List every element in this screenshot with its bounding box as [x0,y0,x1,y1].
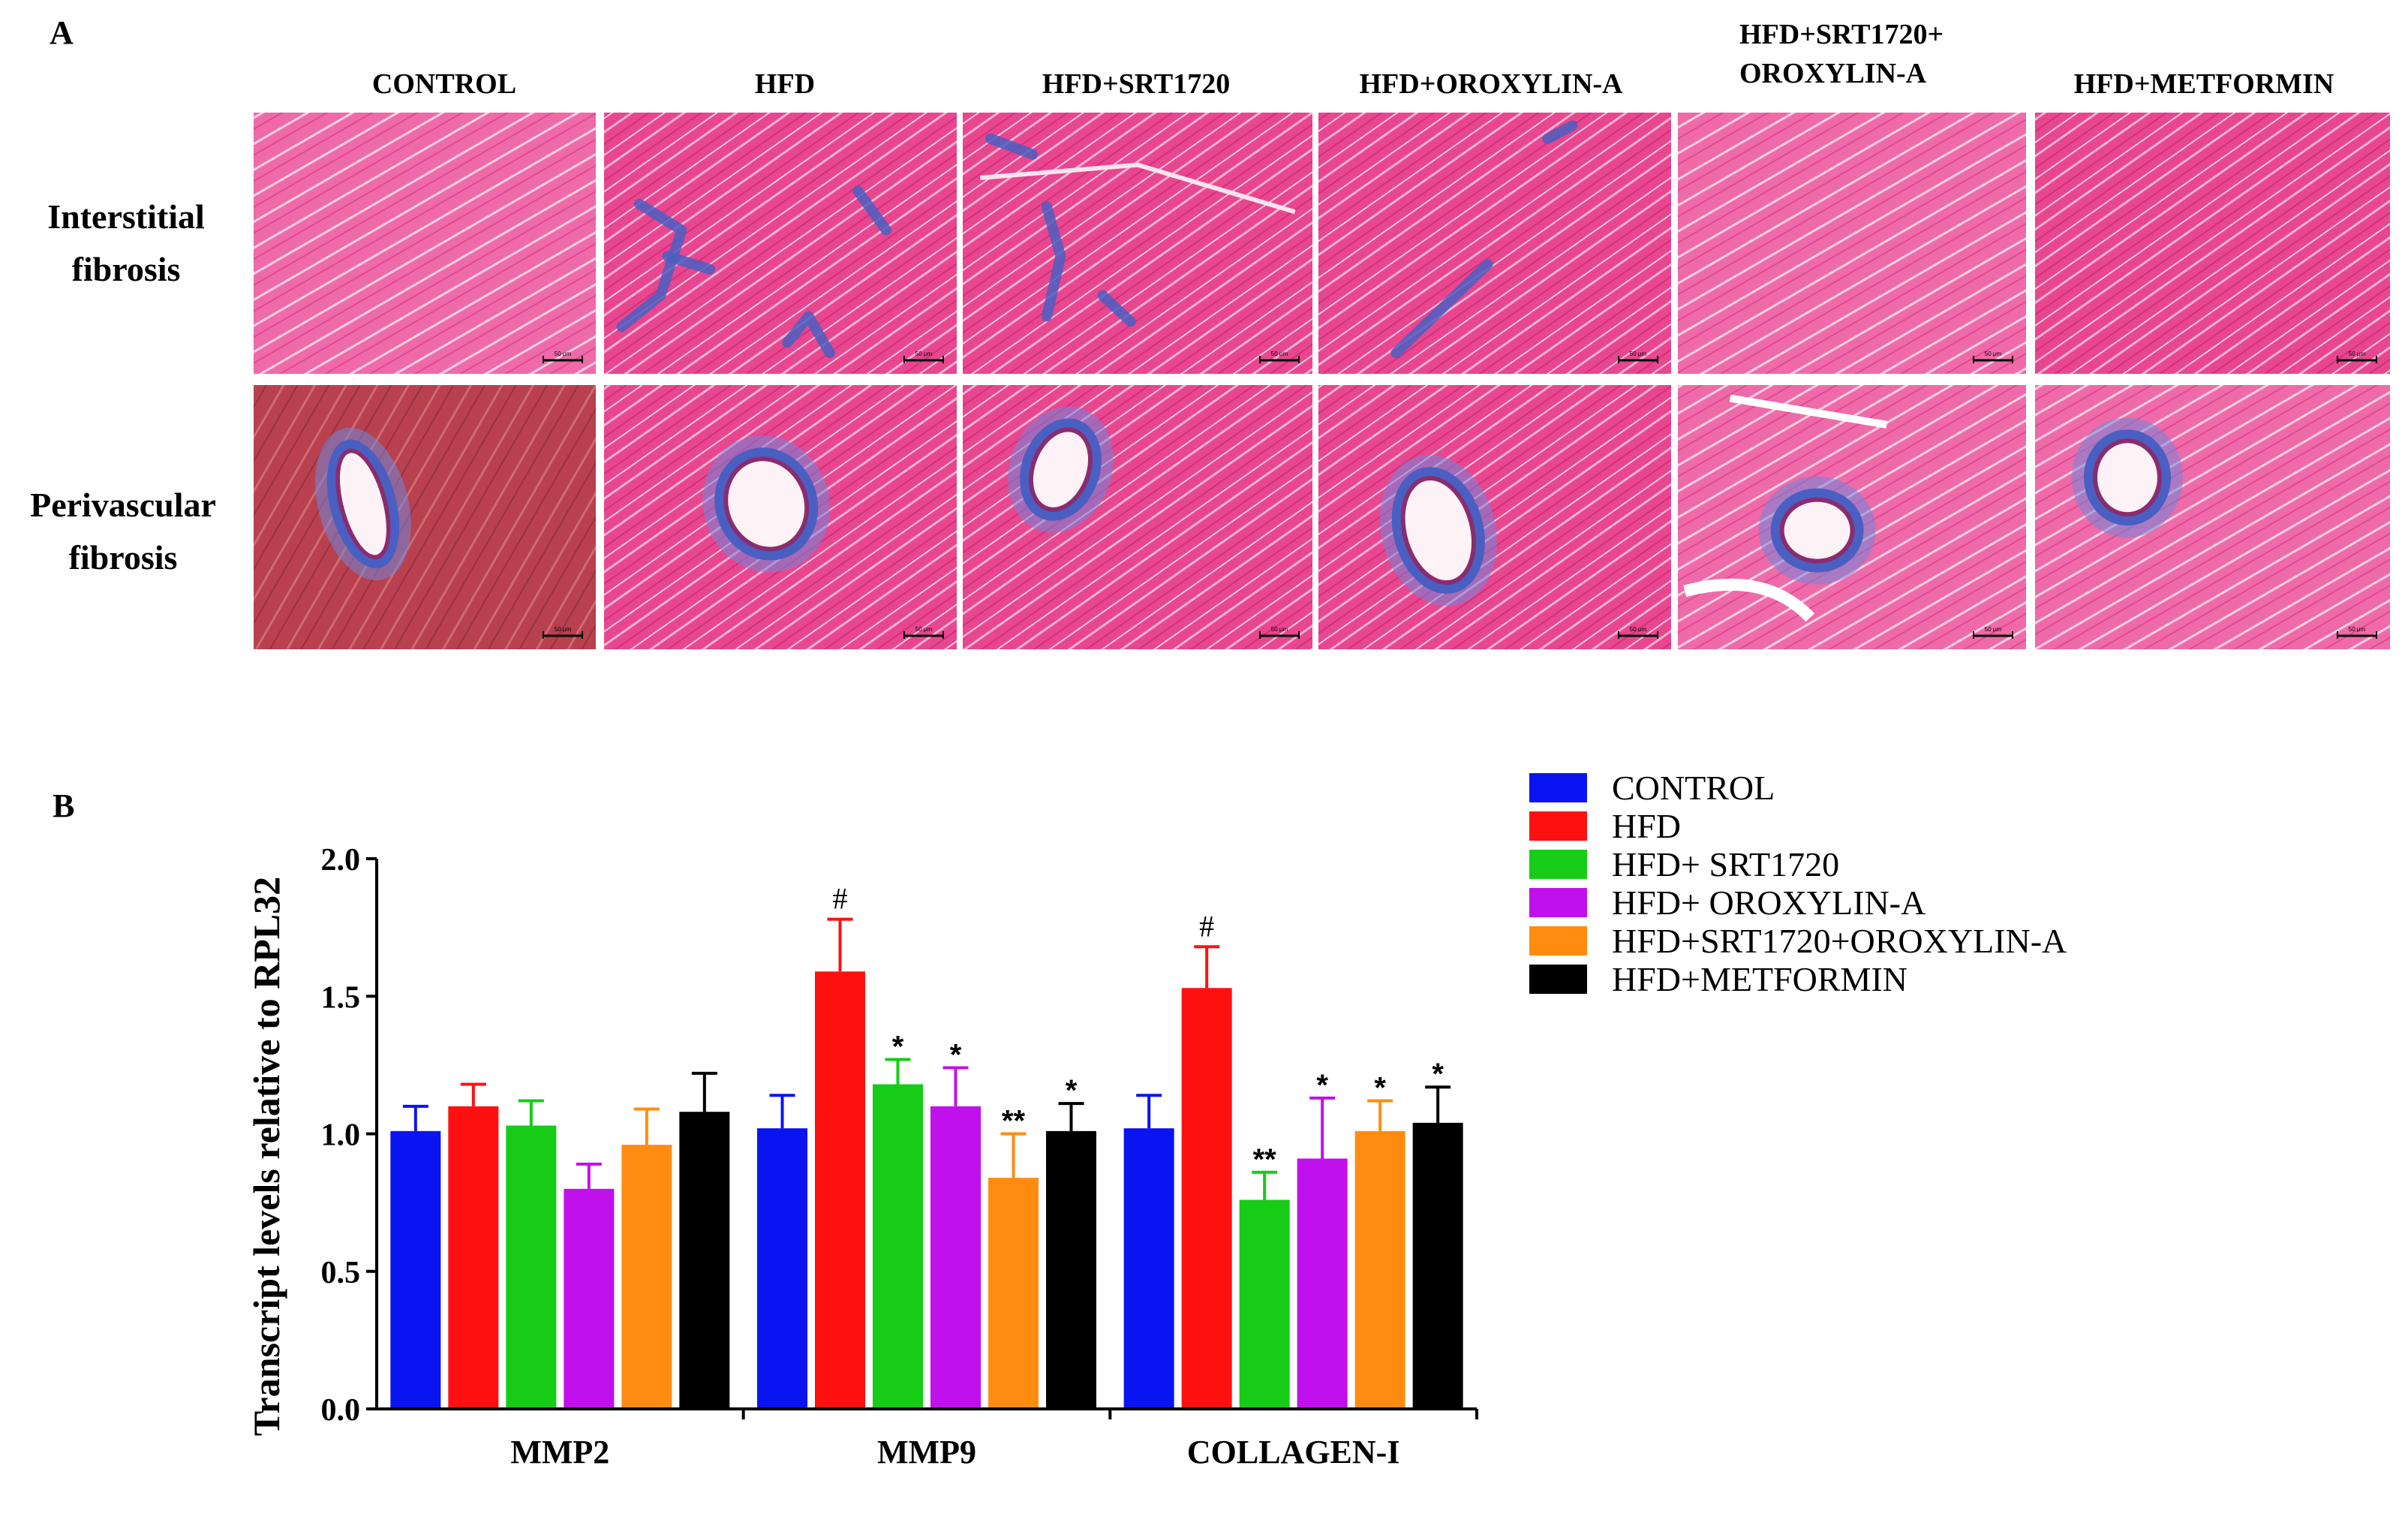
legend-swatch [1529,811,1587,841]
bar [1239,1199,1290,1409]
significance-marker: * [1374,1072,1386,1105]
y-tick-label: 1.5 [321,980,361,1015]
legend-label: HFD+METFORMIN [1612,960,1907,998]
interstitial-micrograph: 50 μm [963,113,1312,374]
bar [988,1178,1039,1409]
vessel-shape [315,427,411,581]
column-title: HFD+OROXYLIN-A [1360,68,1624,100]
vessel-shape [1008,406,1114,533]
bar [564,1188,615,1409]
y-axis: 0.0 0.5 1.0 1.5 2.0 [321,843,378,1428]
y-tick-label: 2.0 [321,843,361,877]
legend-swatch [1529,888,1587,917]
bar-series: #* ****#*** * * [390,882,1463,1409]
scale-bar-label: 50 μm [1271,351,1288,357]
significance-marker: * [950,1039,962,1072]
bar [873,1084,923,1409]
vessel-shape [2071,417,2183,538]
perivascular-micrograph: 50 μm [963,385,1312,649]
interstitial-micrograph: 50 μm [604,113,957,374]
significance-marker: * [892,1031,904,1064]
legend-label: HFD [1612,807,1681,845]
bar [506,1125,557,1409]
bar-chart: Transcript levels relative to RPL32 0.00… [245,843,1478,1470]
bar [1046,1130,1096,1409]
scale-bar-label: 50 μm [915,626,933,633]
scale-bar-label: 50 μm [1630,351,1647,357]
legend-swatch [1529,926,1587,956]
row-title: Interstitial fibrosis [47,197,205,288]
scale-bar-label: 50 μm [1630,626,1647,633]
x-category-label: MMP9 [877,1434,976,1470]
bar [1354,1130,1405,1409]
vessel-shape [1758,476,1876,585]
significance-marker: ** [1002,1105,1026,1138]
perivascular-micrograph: 50 μm [604,385,957,649]
legend-label: CONTROL [1612,769,1775,807]
significance-marker: # [1199,909,1214,943]
bar [390,1130,441,1409]
bar [679,1112,730,1409]
bar [1297,1158,1348,1409]
scale-bar-label: 50 μm [1985,626,2002,633]
significance-marker: * [1066,1074,1078,1107]
significance-marker: * [1316,1069,1328,1102]
legend-swatch [1529,773,1587,802]
interstitial-micrograph: 50 μm [1318,113,1671,374]
significance-marker: * [1432,1058,1444,1091]
perivascular-micrograph: 50 μm [2035,385,2390,649]
bar [930,1106,981,1409]
y-tick-label: 1.0 [321,1118,361,1153]
panel-b-letter: B [53,787,74,824]
scale-bar-label: 50 μm [2349,626,2366,633]
perivascular-micrograph: 50 μm [1318,385,1671,649]
panel-a-column-titles: CONTROL HFD HFD+SRT1720 HFD+OROXYLIN-A HFD+S… [372,19,2334,100]
scale-bar-label: 50 μm [915,351,933,357]
bar [1123,1128,1174,1409]
interstitial-micrograph: 50 μm [1678,113,2026,374]
bar [757,1128,807,1409]
scale-bar-label: 50 μm [555,626,572,633]
column-title: CONTROL [372,68,516,100]
scale-bar-label: 50 μm [1985,351,2002,357]
significance-marker: ** [1253,1143,1277,1176]
bar [815,971,865,1409]
bar [1181,988,1232,1409]
y-tick-label: 0.5 [321,1256,361,1290]
column-title: HFD [755,68,815,100]
x-axis: MMP2 MMP9 COLLAGEN-I [377,1407,1478,1470]
x-category-label: MMP2 [510,1434,609,1470]
bar [448,1106,499,1409]
column-title: HFD+METFORMIN [2074,68,2334,100]
vessel-shape [1379,455,1497,607]
panel-a-letter: A [50,14,74,51]
interstitial-micrograph: 50 μm [2035,113,2390,374]
micrograph-grid: 50 μm 50 μm 50 μm 50 μm 50 μm 50 μm 50 μm 50 μm… [254,113,2390,649]
scale-bar-label: 50 μm [2349,351,2366,357]
panel-a-row-titles: Interstitial fibrosis Perivascular fibrosis [30,197,216,576]
bar [621,1145,672,1409]
bar [1412,1122,1463,1409]
perivascular-micrograph: 50 μm [1678,385,2026,649]
column-title: HFD+SRT1720 [1042,68,1230,100]
y-axis-title: Transcript levels relative to RPL32 [245,877,287,1436]
y-tick-label: 0.0 [321,1393,361,1428]
column-title: HFD+SRT1720+ OROXYLIN-A [1739,19,1944,89]
row-title: Perivascular fibrosis [30,486,216,576]
interstitial-micrograph: 50 μm [254,113,596,374]
perivascular-micrograph: 50 μm [254,385,596,649]
legend-label: HFD+ OROXYLIN-A [1612,883,1925,922]
legend-swatch [1529,850,1587,879]
vessel-shape [702,435,831,573]
legend-swatch [1529,965,1587,994]
scale-bar-label: 50 μm [555,351,572,357]
legend-label: HFD+SRT1720+OROXYLIN-A [1612,922,2067,960]
significance-marker: # [833,882,848,916]
legend-label: HFD+ SRT1720 [1612,845,1839,883]
scale-bar-label: 50 μm [1271,626,1288,633]
x-category-label: COLLAGEN-I [1187,1434,1400,1470]
